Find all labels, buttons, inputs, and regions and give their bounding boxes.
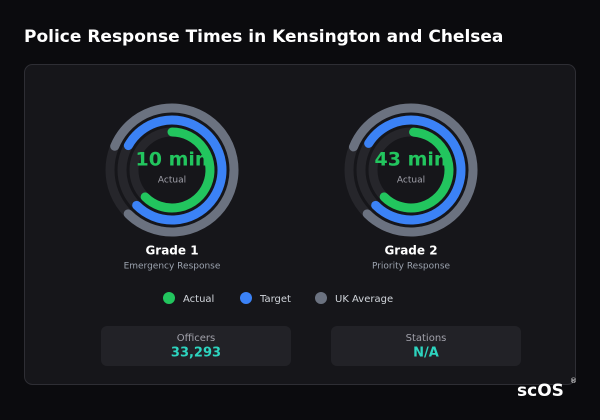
- title: Police Response Times in Kensington and …: [24, 27, 503, 47]
- stat-label: Stations: [406, 333, 447, 344]
- ring-arc: [379, 127, 454, 213]
- stat-label: Officers: [177, 333, 216, 344]
- legend-label: Target: [259, 294, 291, 305]
- gauge-center-label: Actual: [158, 176, 186, 186]
- stat-value: 33,293: [171, 346, 221, 361]
- ring-arc: [123, 115, 227, 225]
- stat-card: [101, 326, 291, 366]
- gauge-subtitle: Priority Response: [372, 262, 451, 272]
- stat-card: [331, 326, 521, 366]
- gauge-center-label: Actual: [397, 176, 425, 186]
- logo-mark: ®: [570, 377, 577, 385]
- ring-arc: [140, 127, 215, 213]
- stat-value: N/A: [413, 346, 439, 361]
- gauge-name: Grade 2: [384, 244, 437, 258]
- gauge-name: Grade 1: [145, 244, 198, 258]
- ring-arc: [348, 103, 478, 237]
- legend-label: Actual: [183, 294, 214, 305]
- gauge-value: 10 min: [136, 149, 209, 171]
- legend-dot: [163, 292, 175, 304]
- ring-arc: [364, 115, 466, 225]
- gauge-subtitle: Emergency Response: [124, 262, 221, 272]
- legend-dot: [240, 292, 252, 304]
- logo: scOS: [517, 381, 564, 401]
- legend-dot: [315, 292, 327, 304]
- legend-label: UK Average: [335, 294, 393, 305]
- gauge-value: 43 min: [375, 149, 448, 171]
- ring-arc: [110, 103, 239, 237]
